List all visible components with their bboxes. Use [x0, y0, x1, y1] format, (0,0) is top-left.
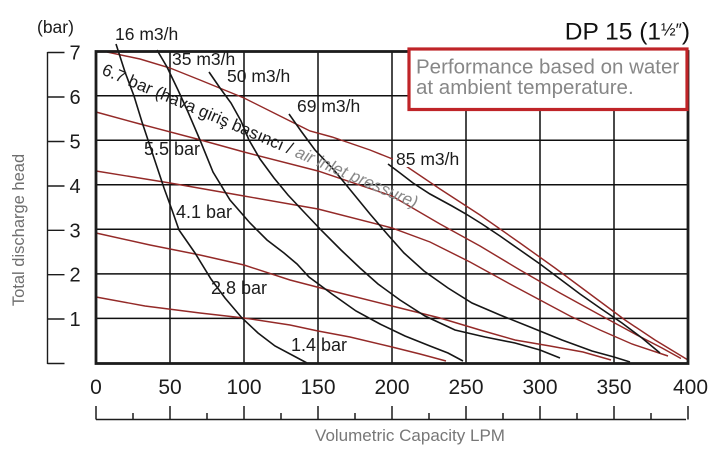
svg-text:(bar): (bar) [37, 17, 74, 37]
svg-text:5.5 bar: 5.5 bar [144, 139, 200, 159]
svg-text:1.4 bar: 1.4 bar [291, 335, 347, 355]
svg-text:at ambient temperature.: at ambient temperature. [416, 76, 634, 99]
svg-text:85 m3/h: 85 m3/h [396, 149, 459, 169]
svg-text:7: 7 [69, 43, 80, 65]
svg-text:DP 15 (1½″): DP 15 (1½″) [565, 19, 690, 46]
svg-text:100: 100 [226, 376, 261, 399]
svg-text:Performance based on water: Performance based on water [416, 56, 679, 79]
svg-text:50: 50 [158, 376, 181, 399]
svg-text:Volumetric Capacity LPM: Volumetric Capacity LPM [315, 426, 505, 445]
svg-text:300: 300 [522, 376, 557, 399]
svg-text:Total discharge head: Total discharge head [10, 154, 28, 306]
svg-text:5: 5 [69, 132, 80, 154]
svg-text:6: 6 [69, 87, 80, 109]
svg-text:2: 2 [69, 265, 80, 287]
svg-text:200: 200 [374, 376, 409, 399]
svg-text:16 m3/h: 16 m3/h [115, 24, 178, 44]
svg-text:350: 350 [596, 376, 631, 399]
svg-text:250: 250 [448, 376, 483, 399]
svg-text:50 m3/h: 50 m3/h [227, 66, 290, 86]
svg-text:0: 0 [90, 376, 102, 399]
svg-text:3: 3 [69, 220, 80, 242]
svg-text:150: 150 [300, 376, 335, 399]
svg-text:69 m3/h: 69 m3/h [297, 96, 360, 116]
svg-text:2.8 bar: 2.8 bar [211, 278, 267, 298]
svg-text:35 m3/h: 35 m3/h [172, 49, 235, 69]
svg-text:1: 1 [69, 309, 80, 331]
svg-text:4: 4 [69, 176, 80, 198]
svg-text:400: 400 [673, 376, 708, 399]
svg-text:4.1 bar: 4.1 bar [176, 202, 232, 222]
